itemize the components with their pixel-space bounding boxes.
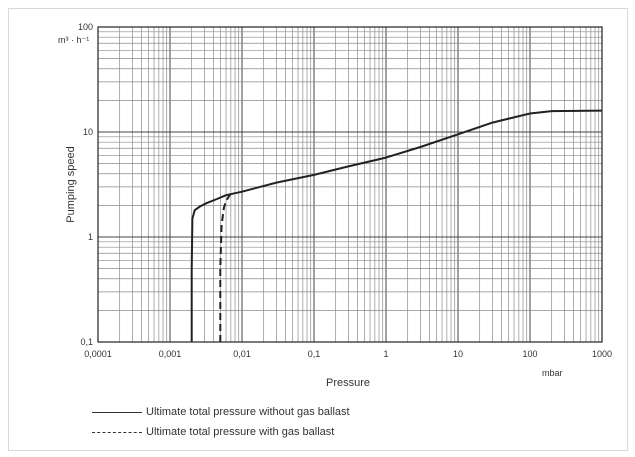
legend-label-dashed: Ultimate total pressure with gas ballast	[146, 426, 335, 438]
series-line-solid	[190, 109, 603, 342]
x-tick-label: 1	[383, 349, 388, 359]
x-axis-label: Pressure	[326, 377, 370, 389]
x-tick-label: 0,0001	[84, 349, 112, 359]
y-tick-label: 0,1	[80, 337, 93, 347]
series-line-dashed	[219, 192, 232, 342]
y-tick-label: 100	[78, 22, 93, 32]
x-tick-label: 100	[522, 349, 537, 359]
x-tick-label: 0,001	[159, 349, 182, 359]
y-axis-label: Pumping speed	[65, 146, 77, 222]
legend-item-dashed: Ultimate total pressure with gas ballast	[92, 425, 334, 439]
series-layer	[190, 109, 603, 342]
x-axis-unit: mbar	[542, 368, 563, 378]
x-tick-label: 0,01	[233, 349, 251, 359]
y-tick-label: 1	[88, 232, 93, 242]
legend-label-solid: Ultimate total pressure without gas ball…	[146, 406, 350, 418]
legend-swatch-dashed	[92, 431, 142, 433]
grid	[97, 27, 602, 343]
x-tick-label: 0,1	[308, 349, 321, 359]
y-axis-unit: m³ · h⁻¹	[58, 35, 89, 45]
x-tick-label: 1000	[592, 349, 612, 359]
tick-labels: 0,0001 0,001 0,01 0,1 1 10 100 1000 0,1 1 10 100	[78, 22, 612, 359]
y-tick-label: 10	[83, 127, 93, 137]
plot-area-border	[97, 26, 603, 343]
legend-item-solid: Ultimate total pressure without gas ball…	[92, 405, 350, 419]
legend-swatch-solid	[92, 411, 142, 413]
x-tick-label: 10	[453, 349, 463, 359]
